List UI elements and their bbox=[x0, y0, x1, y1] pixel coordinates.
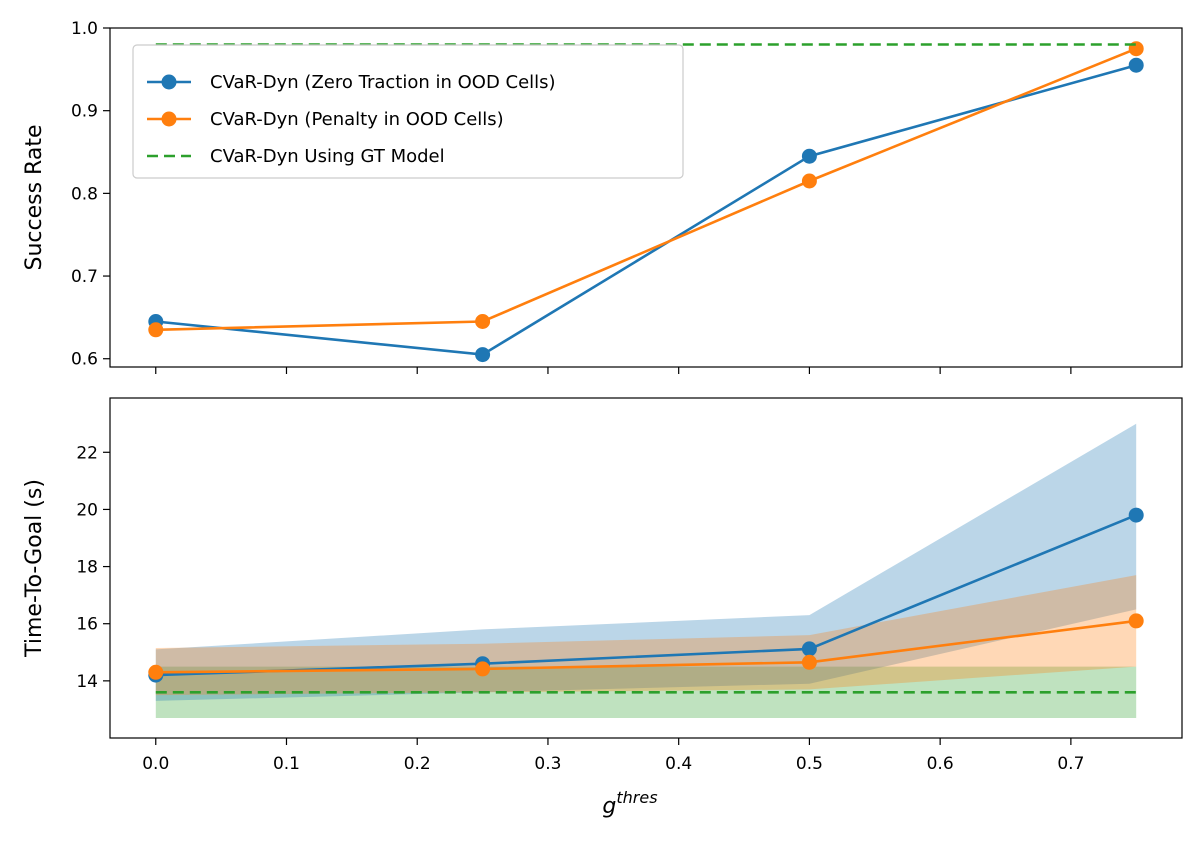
success-rate-panel: 0.6 0.7 0.8 0.9 1.0 Success Rate CVaR-Dyn (Zer… bbox=[22, 19, 1183, 374]
legend-item-penalty: CVaR-Dyn (Penalty in OOD Cells) bbox=[147, 109, 504, 130]
data-point-penalty bbox=[801, 173, 817, 189]
x-tick-label: 0.4 bbox=[665, 754, 692, 774]
y-tick-label: 1.0 bbox=[71, 19, 98, 39]
y-tick-label: 0.7 bbox=[71, 267, 98, 287]
data-point-zero-traction bbox=[475, 347, 491, 363]
legend-marker-zero-traction bbox=[161, 74, 177, 90]
time-to-goal-panel: 14 16 18 20 22 0.0 0.1 0.2 0.3 0.4 0.5 0.6 0.7 Time-T… bbox=[22, 397, 1183, 774]
series-line-zero-traction bbox=[155, 63, 1137, 356]
plot-frame bbox=[109, 397, 1183, 739]
y-tick-label: 0.6 bbox=[71, 350, 98, 370]
data-point-penalty bbox=[148, 664, 164, 680]
data-point-penalty bbox=[801, 654, 817, 670]
series-line-penalty bbox=[155, 47, 1137, 332]
band-zero-traction bbox=[155, 423, 1137, 701]
x-tick-label: 0.0 bbox=[142, 754, 169, 774]
legend: CVaR-Dyn (Zero Traction in OOD Cells) CVa… bbox=[132, 44, 684, 179]
data-point-penalty bbox=[475, 661, 491, 677]
y-tick-label: 22 bbox=[76, 443, 98, 463]
y-tick-label: 0.9 bbox=[71, 102, 98, 122]
y-tick-label: 20 bbox=[76, 500, 98, 520]
legend-item-zero-traction: CVaR-Dyn (Zero Traction in OOD Cells) bbox=[147, 72, 556, 93]
band-penalty bbox=[155, 575, 1137, 696]
data-point-zero-traction bbox=[1128, 507, 1144, 523]
legend-label: CVaR-Dyn (Zero Traction in OOD Cells) bbox=[210, 72, 556, 93]
x-tick-label: 0.1 bbox=[273, 754, 300, 774]
x-tick-label: 0.7 bbox=[1057, 754, 1084, 774]
data-point-zero-traction bbox=[1128, 57, 1144, 73]
y-tick-label: 0.8 bbox=[71, 184, 98, 204]
plot-frame bbox=[109, 27, 1183, 368]
y-tick-label: 18 bbox=[76, 558, 98, 578]
x-tick-label: 0.5 bbox=[796, 754, 823, 774]
y-axis-label: Time-To-Goal (s) bbox=[22, 479, 47, 658]
x-axis-label: gthres bbox=[602, 788, 657, 819]
data-point-zero-traction bbox=[801, 641, 817, 657]
series-line-penalty bbox=[155, 619, 1137, 674]
legend-box bbox=[132, 44, 684, 179]
legend-label: CVaR-Dyn Using GT Model bbox=[210, 146, 445, 167]
x-tick-label: 0.2 bbox=[404, 754, 431, 774]
band-gt bbox=[155, 666, 1137, 718]
data-point-penalty bbox=[148, 322, 164, 338]
y-tick-label: 16 bbox=[76, 615, 98, 635]
data-point-zero-traction bbox=[801, 148, 817, 164]
y-axis-label: Success Rate bbox=[22, 125, 47, 271]
data-point-penalty bbox=[1128, 613, 1144, 629]
legend-marker-penalty bbox=[161, 111, 177, 127]
x-tick-label: 0.3 bbox=[534, 754, 561, 774]
x-tick-label: 0.6 bbox=[927, 754, 954, 774]
data-point-penalty bbox=[475, 314, 491, 329]
legend-item-gt: CVaR-Dyn Using GT Model bbox=[147, 146, 445, 167]
y-tick-label: 14 bbox=[76, 672, 98, 692]
legend-label: CVaR-Dyn (Penalty in OOD Cells) bbox=[210, 109, 504, 130]
